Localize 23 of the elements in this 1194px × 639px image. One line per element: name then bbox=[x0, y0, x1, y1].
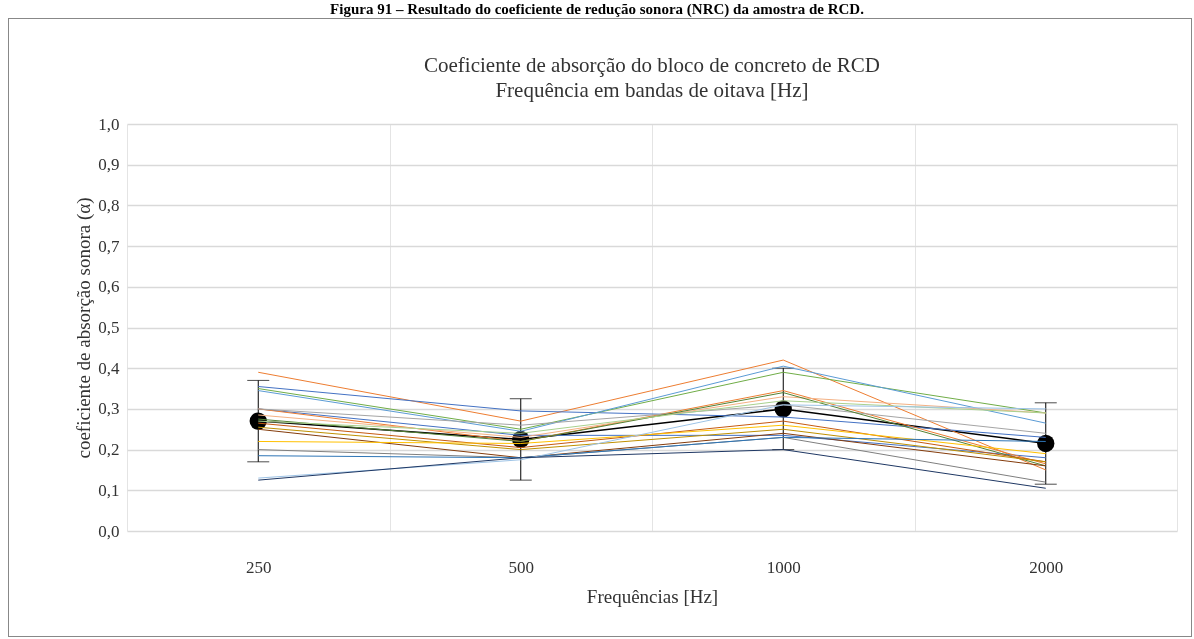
y-tick-label: 0,7 bbox=[98, 236, 120, 256]
y-axis-title: coeficiente de absorção sonora (α) bbox=[73, 197, 96, 459]
y-tick-label: 1,0 bbox=[98, 114, 120, 134]
y-tick-label: 0,9 bbox=[98, 155, 120, 175]
x-tick-label: 500 bbox=[508, 557, 534, 577]
y-tick-label: 0,3 bbox=[98, 399, 120, 419]
line-series bbox=[257, 449, 1047, 489]
y-tick-label: 0,4 bbox=[98, 358, 120, 378]
line-series bbox=[257, 359, 1047, 471]
chart-subtitle: Frequência em bandas de oitava [Hz] bbox=[495, 78, 809, 102]
x-axis-title: Frequências [Hz] bbox=[586, 585, 719, 607]
y-tick-label: 0,8 bbox=[98, 195, 120, 215]
text: Figura 91 – Resultado do coeficiente de redução sonora (NRC) da amostra de RCD. bbox=[329, 0, 865, 18]
y-tick-label: 0,1 bbox=[98, 480, 120, 500]
y-tick-label: 0,2 bbox=[98, 440, 120, 460]
y-tick-label: 0,0 bbox=[98, 521, 120, 541]
y-tick-label: 0,6 bbox=[98, 277, 120, 297]
x-tick-label: 250 bbox=[246, 557, 272, 577]
point bbox=[1037, 434, 1055, 453]
x-tick-label: 2000 bbox=[1029, 557, 1064, 577]
y-tick-label: 0,5 bbox=[98, 318, 120, 337]
x-tick-label: 1000 bbox=[766, 557, 801, 577]
chart-title: Coeficiente de absorção do bloco de concreto de RCD bbox=[423, 53, 881, 77]
